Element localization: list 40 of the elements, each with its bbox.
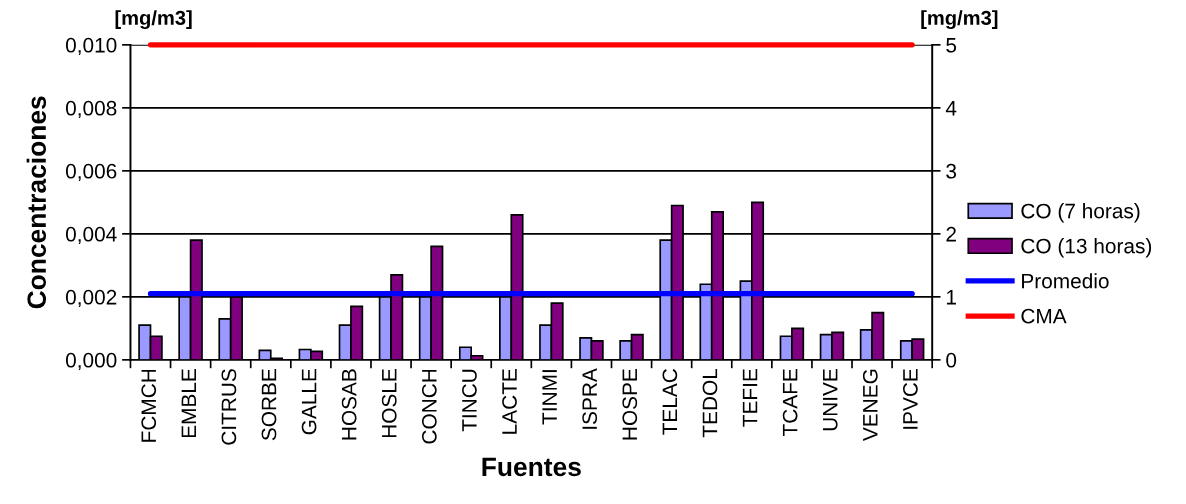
x-tick-label: TINCU <box>462 369 477 432</box>
x-tick-label: EMBLE <box>181 369 196 438</box>
x-tick-label: VENEG <box>862 369 878 442</box>
legend-label: CO (7 horas) <box>1021 203 1140 223</box>
y2-tick-label: 5 <box>946 38 957 53</box>
x-tick-label: GALLE <box>301 369 317 435</box>
legend-label: CMA <box>1021 308 1067 324</box>
x-tick-label: HOSAB <box>341 369 357 440</box>
x-tick-label: HOSLE <box>381 369 397 438</box>
y-tick-label: 0,002 <box>65 289 117 308</box>
x-tick-label: CONCH <box>421 369 437 444</box>
x-tick-label: HOSPE <box>622 369 638 440</box>
x-tick-label: TINMI <box>542 370 557 425</box>
y2-tick-label: 1 <box>946 290 956 305</box>
x-tick-label: ISPRA <box>582 368 598 429</box>
text: [mg/m3] <box>921 10 998 30</box>
x-tick-label: FCMCH <box>141 369 157 442</box>
x-tick-label: TEFIE <box>742 369 758 427</box>
y-tick-label: 0,006 <box>65 163 117 182</box>
y2-tick-label: 3 <box>946 163 957 179</box>
x-tick-label: LACTE <box>502 369 517 434</box>
y-axis-title: Concentraciones <box>26 96 47 309</box>
y2-tick-label: 0 <box>946 352 957 368</box>
x-tick-label: CITRUS <box>221 369 237 445</box>
x-tick-label: TELAC <box>662 368 678 435</box>
x-tick-label: TEDOL <box>702 368 718 438</box>
x-tick-label: TCAFE <box>782 369 798 437</box>
y-tick-label: 0,004 <box>65 226 117 245</box>
y-tick-label: 0,000 <box>65 352 117 371</box>
legend-label: Promedio <box>1022 273 1109 289</box>
x-tick-label: SORBE <box>261 369 277 441</box>
text: [mg/m3] <box>115 10 192 30</box>
x-tick-label: IPVCE <box>902 369 918 429</box>
x-tick-label: UNIVE <box>823 369 838 431</box>
y2-tick-label: 2 <box>946 226 956 242</box>
y-tick-label: 0,010 <box>65 37 117 56</box>
y-tick-label: 0,008 <box>65 100 117 119</box>
y2-tick-label: 4 <box>945 101 957 116</box>
legend-label: CO (13 horas) <box>1021 238 1152 258</box>
x-axis-title: Fuentes <box>482 457 581 477</box>
